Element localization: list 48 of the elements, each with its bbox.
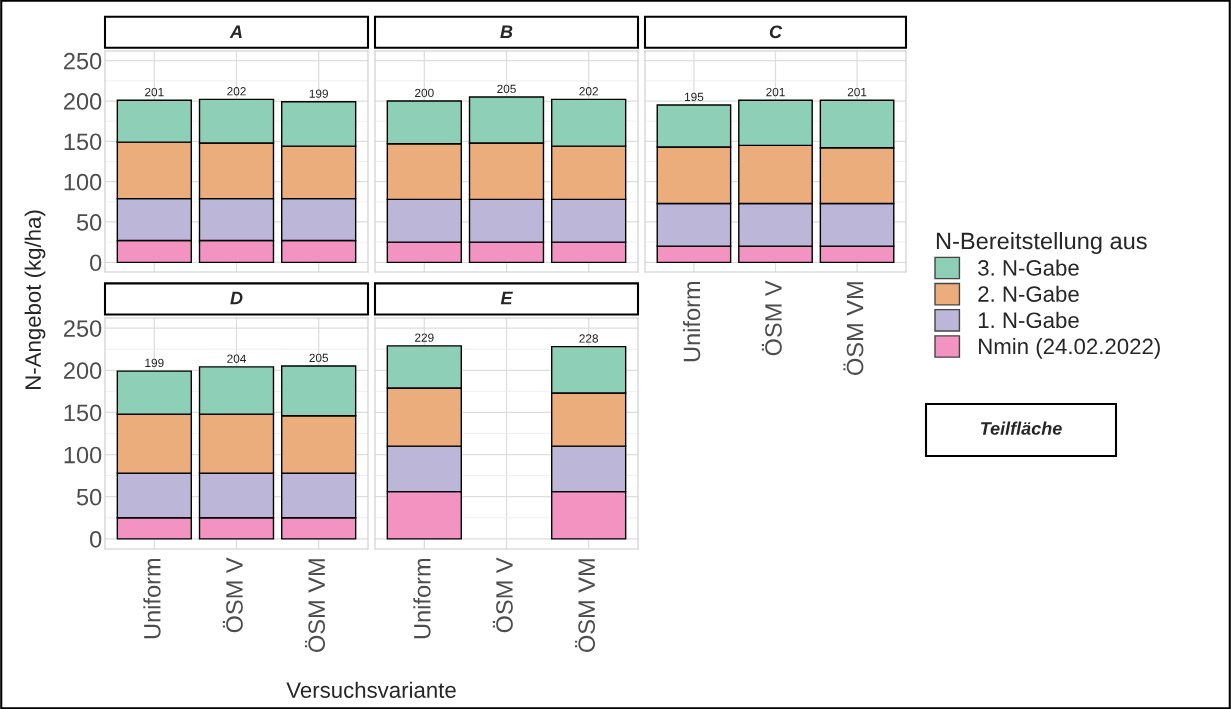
x-axis-title: Versuchsvariante xyxy=(286,681,456,698)
chart-title: E xyxy=(500,291,513,305)
total-label: 202 xyxy=(227,87,246,96)
x-tick-label: Uniform xyxy=(682,281,701,362)
total-label: 204 xyxy=(227,354,246,363)
total-label: 205 xyxy=(497,84,516,94)
y-tick-label: 150 xyxy=(64,133,102,151)
total-label: 229 xyxy=(415,333,434,342)
x-tick-label: Uniform xyxy=(413,558,431,639)
x-tick-label: ÖSM V xyxy=(492,557,513,633)
total-label: 205 xyxy=(309,353,329,363)
total-label: 201 xyxy=(766,87,785,97)
legend-label: 3. N-Gabe xyxy=(978,259,1079,276)
x-tick-label: ÖSM VM xyxy=(575,559,596,652)
total-label: 199 xyxy=(145,358,164,368)
chart-title: B xyxy=(500,25,513,38)
legend-label: 1. N-Gabe xyxy=(978,311,1079,329)
text: Teilfläche xyxy=(980,421,1062,435)
y-tick-label: 0 xyxy=(90,530,102,548)
y-axis-title: N-Angebot (kg/ha) xyxy=(24,210,46,389)
chart-title: A xyxy=(229,25,242,38)
total-label: 201 xyxy=(847,87,867,97)
y-tick-label: 100 xyxy=(64,446,102,464)
chart-title: C xyxy=(769,25,783,39)
y-tick-label: 0 xyxy=(90,254,102,272)
total-label: 199 xyxy=(309,89,328,98)
x-tick-label: ÖSM V xyxy=(222,557,243,633)
y-tick-label: 100 xyxy=(64,173,102,191)
total-label: 195 xyxy=(684,92,704,102)
y-tick-label: 200 xyxy=(64,93,102,110)
total-label: 228 xyxy=(579,334,599,343)
x-tick-label: ÖSM V xyxy=(761,280,782,356)
legend-label: 2. N-Gabe xyxy=(978,285,1079,302)
y-tick-label: 250 xyxy=(64,52,102,70)
x-tick-label: Uniform xyxy=(143,558,161,639)
y-tick-label: 250 xyxy=(64,320,102,337)
y-tick-label: 50 xyxy=(76,488,102,506)
total-label: 202 xyxy=(579,87,598,96)
chart-title: D xyxy=(230,291,243,305)
y-tick-label: 50 xyxy=(76,214,102,231)
legend-title: N-Bereitstellung aus xyxy=(936,232,1147,255)
y-tick-label: 200 xyxy=(64,362,102,380)
total-label: 201 xyxy=(145,87,164,97)
x-tick-label: ÖSM VM xyxy=(843,282,864,375)
y-tick-label: 150 xyxy=(64,404,102,422)
x-tick-label: ÖSM VM xyxy=(305,559,326,652)
total-label: 200 xyxy=(415,88,434,98)
legend-label: Nmin (24.02.2022) xyxy=(979,337,1160,359)
